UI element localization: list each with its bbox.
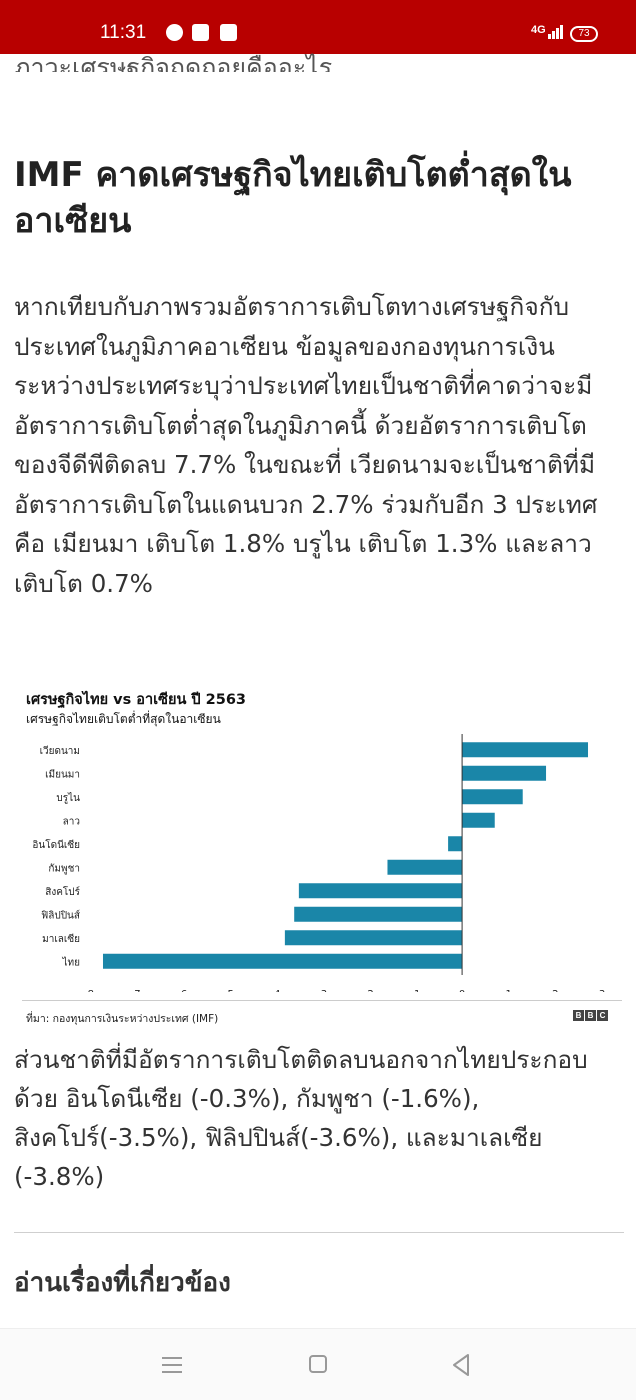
chart-bar (462, 789, 523, 805)
related-heading: อ่านเรื่องที่เกี่ยวข้อง (14, 1268, 231, 1298)
back-icon (453, 1354, 469, 1376)
network-type: 4G (531, 24, 546, 36)
category-label: เวียดนาม (40, 745, 80, 757)
chart-bar (462, 765, 547, 781)
chart-figure: เศรษฐกิจไทย vs อาเซียน ปี 2563 เศรษฐกิจไ… (22, 680, 622, 1028)
x-tick-label: 0 (459, 989, 465, 992)
category-label: กัมพูชา (48, 863, 80, 874)
category-label: สิงคโปร์ (45, 885, 80, 898)
chart-source: ที่มา: กองทุนการเงินระหว่างประเทศ (IMF) (26, 1013, 219, 1025)
bbc-logo: B B C (573, 1010, 608, 1021)
signal-icon (548, 25, 563, 39)
logo-letter: C (597, 1010, 608, 1021)
article-paragraph: หากเทียบกับภาพรวมอัตราการเติบโตทางเศรษฐก… (14, 292, 598, 598)
x-tick-label: -3 (317, 989, 327, 992)
chart-bar (298, 883, 463, 899)
category-label: อินโดนีเซีย (32, 838, 80, 851)
article-paragraph: ส่วนชาติที่มีอัตราการเติบโตติดลบนอกจากไท… (14, 1045, 588, 1191)
article-headline: IMF คาดเศรษฐกิจไทยเติบโตต่ำสุดในอาเซียน (14, 155, 572, 241)
x-tick-label: -6 (177, 989, 187, 992)
x-tick-label: -1 (410, 989, 420, 992)
previous-link-partial[interactable]: ภาวะเศรษฐกิจถดถอยคืออะไร (14, 53, 333, 72)
back-button[interactable] (446, 1351, 476, 1379)
system-nav-bar (0, 1328, 636, 1400)
clock: 11:31 (100, 22, 147, 43)
category-label: มาเลเซีย (42, 933, 80, 945)
chart-subtitle: เศรษฐกิจไทยเติบโตต่ำที่สุดในอาเซียน (26, 712, 221, 726)
x-tick-label: -4 (271, 989, 281, 992)
x-tick-label: 3 (599, 989, 605, 992)
seven-eleven-icon (220, 24, 237, 41)
x-tick-label: -5 (224, 989, 234, 992)
category-label: ไทย (62, 956, 80, 968)
app-notification-icon (192, 24, 209, 41)
section-divider (14, 1232, 624, 1233)
chart-bar (294, 906, 463, 922)
logo-letter: B (585, 1010, 596, 1021)
x-tick-label: -2 (364, 989, 374, 992)
chart-bar (462, 742, 589, 758)
category-label: บรูไน (56, 792, 80, 804)
category-label: เมียนมา (45, 768, 80, 780)
messenger-icon (166, 24, 183, 41)
chart-bar (102, 953, 463, 969)
x-tick-label: 1 (506, 989, 512, 992)
x-tick-label: -7 (131, 989, 141, 992)
home-icon (309, 1355, 327, 1373)
chart-bar (284, 930, 463, 946)
category-label: ลาว (63, 816, 80, 827)
logo-letter: B (573, 1010, 584, 1021)
home-button[interactable] (304, 1351, 334, 1379)
chart-title: เศรษฐกิจไทย vs อาเซียน ปี 2563 (26, 692, 247, 708)
status-bar: 11:31 4G 73 (0, 0, 636, 54)
battery-icon: 73 (570, 26, 598, 42)
x-tick-label: 2 (552, 989, 558, 992)
chart-bar (387, 859, 463, 875)
chart-bar (448, 836, 463, 852)
bar-chart: เวียดนามเมียนมาบรูไนลาวอินโดนีเซียกัมพูช… (32, 734, 605, 992)
chart-bar (462, 812, 495, 828)
category-label: ฟิลิปปินส์ (41, 909, 80, 921)
chart-divider (22, 1000, 622, 1001)
x-tick-label: -8 (84, 989, 94, 992)
recent-apps-button[interactable] (158, 1351, 188, 1379)
